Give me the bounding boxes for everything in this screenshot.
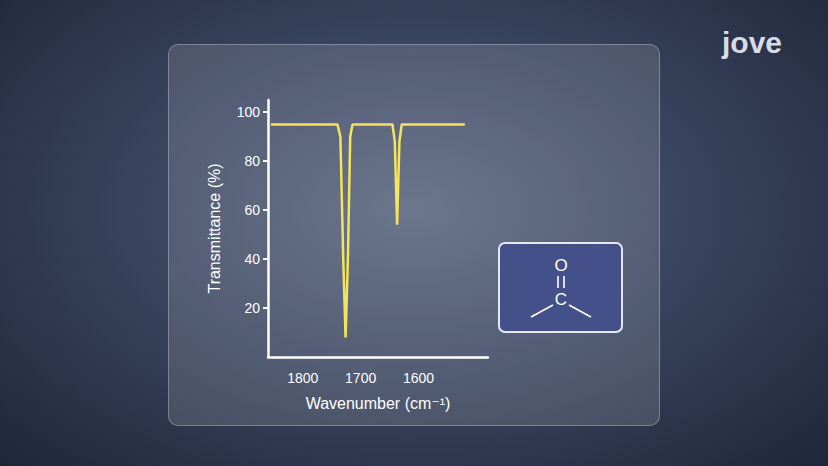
svg-text:100: 100 — [237, 104, 261, 120]
svg-text:Wavenumber (cm⁻¹): Wavenumber (cm⁻¹) — [306, 395, 451, 412]
svg-text:40: 40 — [244, 251, 260, 267]
svg-text:jove: jove — [721, 26, 782, 59]
svg-text:60: 60 — [244, 202, 260, 218]
svg-text:C: C — [555, 290, 567, 309]
svg-text:20: 20 — [244, 300, 260, 316]
svg-text:1700: 1700 — [345, 370, 376, 386]
svg-text:1600: 1600 — [403, 370, 434, 386]
svg-text:Transmittance (%): Transmittance (%) — [206, 163, 223, 293]
svg-text:O: O — [554, 256, 567, 275]
svg-text:80: 80 — [244, 153, 260, 169]
svg-text:1800: 1800 — [287, 370, 318, 386]
